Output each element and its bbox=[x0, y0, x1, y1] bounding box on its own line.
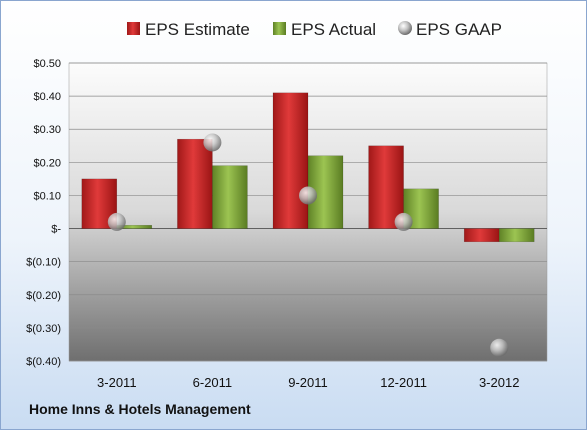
y-tick-label: $(0.40) bbox=[26, 356, 61, 368]
x-tick-label: 12-2011 bbox=[380, 375, 427, 390]
marker-eps-gaap-3-2012 bbox=[490, 338, 509, 357]
y-tick-label: $0.10 bbox=[33, 190, 61, 202]
bar-eps-estimate-9-2011 bbox=[272, 92, 309, 229]
y-tick-label: $0.20 bbox=[33, 157, 61, 169]
y-tick-label: $0.40 bbox=[33, 91, 61, 103]
bar-eps-estimate-3-2012 bbox=[463, 228, 500, 243]
x-tick-label: 3-2011 bbox=[97, 375, 137, 390]
legend-label-eps-gaap: EPS GAAP bbox=[416, 20, 502, 39]
x-axis-ticks: 3-2011 6-2011 9-2011 12-2011 3-2012 bbox=[97, 375, 519, 390]
marker-eps-gaap-9-2011 bbox=[299, 186, 317, 205]
marker-eps-gaap-12-2011 bbox=[394, 212, 413, 231]
legend-label-eps-actual: EPS Actual bbox=[291, 20, 376, 39]
x-tick-label: 9-2011 bbox=[288, 375, 328, 390]
x-tick-label: 3-2012 bbox=[479, 375, 519, 390]
y-tick-label: $- bbox=[51, 224, 61, 236]
legend: EPS Estimate EPS Actual EPS GAAP bbox=[127, 20, 502, 39]
bar-eps-estimate-12-2011 bbox=[368, 145, 404, 229]
gaap-markers bbox=[107, 133, 509, 357]
y-tick-label: $0.50 bbox=[33, 58, 61, 70]
legend-swatch-eps-actual bbox=[273, 22, 286, 35]
y-tick-label: $0.30 bbox=[33, 124, 61, 136]
y-axis-ticks: $0.50 $0.40 $0.30 $0.20 $0.10 $- $(0.10) $(0.20… bbox=[26, 58, 61, 368]
legend-label-eps-estimate: EPS Estimate bbox=[145, 20, 250, 39]
bar-eps-actual-3-2012 bbox=[498, 228, 535, 243]
bar-eps-actual-6-2011 bbox=[212, 165, 248, 229]
legend-marker-eps-gaap bbox=[398, 21, 412, 35]
legend-swatch-eps-estimate bbox=[127, 22, 140, 35]
x-tick-label: 6-2011 bbox=[193, 375, 233, 390]
marker-eps-gaap-3-2011 bbox=[107, 212, 126, 231]
y-tick-label: $(0.10) bbox=[26, 257, 61, 269]
y-tick-label: $(0.20) bbox=[26, 290, 61, 302]
bar-marks bbox=[81, 92, 535, 243]
bar-eps-estimate-6-2011 bbox=[177, 138, 213, 229]
marker-eps-gaap-6-2011 bbox=[203, 133, 222, 152]
y-tick-label: $(0.30) bbox=[26, 323, 61, 335]
company-name: Home Inns & Hotels Management bbox=[29, 401, 251, 417]
